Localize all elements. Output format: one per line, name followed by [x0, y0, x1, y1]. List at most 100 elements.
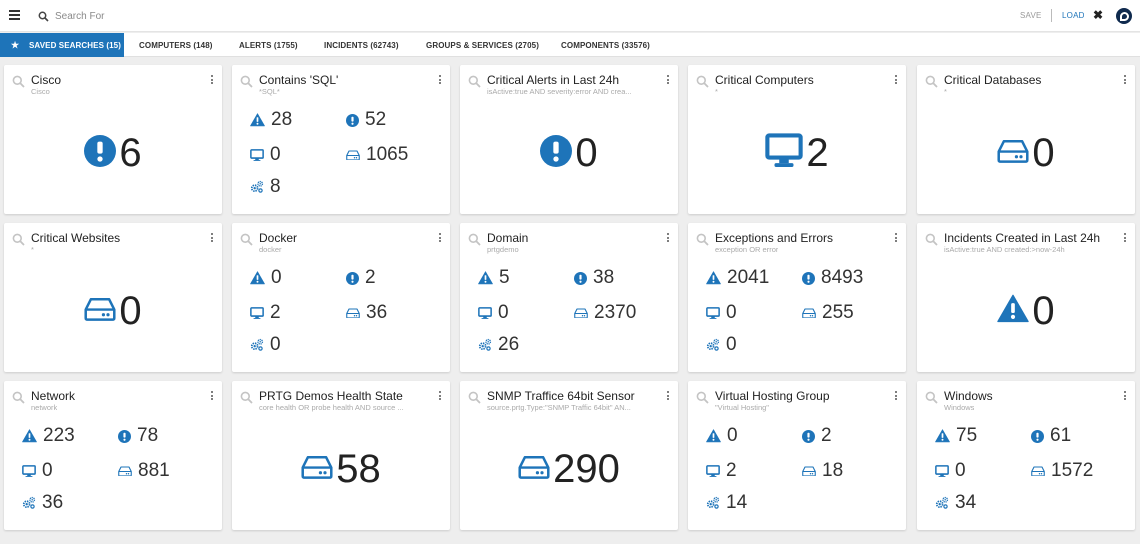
more-options-icon[interactable]: [1124, 391, 1127, 402]
alerts-stat[interactable]: 0: [706, 425, 738, 447]
more-options-icon[interactable]: [667, 75, 670, 86]
close-icon[interactable]: ✖: [1093, 8, 1104, 22]
tab-computers[interactable]: COMPUTERS (148): [139, 41, 213, 50]
alerts-stat[interactable]: 2041: [706, 267, 769, 289]
components-count: 881: [138, 460, 170, 481]
load-button[interactable]: LOAD: [1062, 11, 1085, 20]
incidents-stat[interactable]: 61: [1031, 425, 1071, 447]
components-stat[interactable]: 255: [802, 302, 854, 324]
incidents-count: 38: [593, 267, 615, 288]
alerts-count: 0: [271, 267, 282, 288]
more-options-icon[interactable]: [211, 233, 214, 244]
saved-search-card[interactable]: Cisco Cisco 6: [4, 65, 222, 214]
tab-saved-searches[interactable]: ★ SAVED SEARCHES (15): [0, 33, 124, 57]
menu-icon[interactable]: [9, 10, 20, 20]
alert-circle-icon: [802, 271, 815, 285]
tab-groups-services[interactable]: GROUPS & SERVICES (2705): [426, 41, 539, 50]
warning-triangle-icon: [706, 271, 721, 285]
card-title: Contains 'SQL': [259, 73, 339, 87]
components-stat[interactable]: 2370: [574, 302, 636, 324]
more-options-icon[interactable]: [895, 75, 898, 86]
monitor-icon: [706, 306, 720, 320]
more-options-icon[interactable]: [439, 75, 442, 86]
monitor-icon: [706, 464, 720, 478]
saved-search-card[interactable]: Docker docker 0 2 2 36 0: [232, 223, 450, 372]
saved-search-card[interactable]: Network network 223 78 0 881 36: [4, 381, 222, 530]
components-stat[interactable]: 36: [346, 302, 387, 324]
services-stat[interactable]: 0: [250, 334, 281, 356]
components-stat[interactable]: 881: [118, 460, 170, 482]
warning-triangle-icon: [706, 429, 721, 443]
tab-incidents[interactable]: INCIDENTS (62743): [324, 41, 399, 50]
more-options-icon[interactable]: [667, 233, 670, 244]
save-button[interactable]: SAVE: [1020, 11, 1042, 20]
computers-stat[interactable]: 0: [478, 302, 509, 324]
card-query: Cisco: [31, 87, 50, 96]
more-options-icon[interactable]: [667, 391, 670, 402]
saved-search-card[interactable]: Critical Databases * 0: [917, 65, 1135, 214]
incidents-stat[interactable]: 38: [574, 267, 614, 289]
saved-search-card[interactable]: Exceptions and Errors exception OR error 2…: [688, 223, 906, 372]
card-title: Virtual Hosting Group: [715, 389, 830, 403]
alerts-stat[interactable]: 28: [250, 109, 292, 131]
services-stat[interactable]: 0: [706, 334, 737, 356]
star-icon: ★: [11, 40, 20, 50]
services-stat[interactable]: 34: [935, 492, 976, 514]
card-query: *: [31, 245, 34, 254]
tab-components[interactable]: COMPONENTS (33576): [561, 41, 650, 50]
incidents-stat[interactable]: 2: [346, 267, 376, 289]
saved-search-card[interactable]: Incidents Created in Last 24h isActive:tr…: [917, 223, 1135, 372]
services-stat[interactable]: 14: [706, 492, 747, 514]
incidents-stat[interactable]: 78: [118, 425, 158, 447]
computers-stat[interactable]: 0: [935, 460, 966, 482]
more-options-icon[interactable]: [439, 233, 442, 244]
computers-stat[interactable]: 0: [250, 144, 281, 166]
card-title: Cisco: [31, 73, 62, 87]
components-count: 255: [822, 302, 854, 323]
saved-search-card[interactable]: PRTG Demos Health State core health OR pr…: [232, 381, 450, 530]
alerts-stat[interactable]: 75: [935, 425, 977, 447]
saved-search-card[interactable]: Contains 'SQL' *SQL* 28 52 0 1065 8: [232, 65, 450, 214]
card-query: isActive:true AND created:>now-24h: [944, 245, 1065, 254]
card-query: isActive:true AND severity:error AND cre…: [487, 87, 632, 96]
alerts-stat[interactable]: 223: [22, 425, 75, 447]
more-options-icon[interactable]: [439, 391, 442, 402]
tab-label: SAVED SEARCHES (15): [29, 41, 121, 50]
services-stat[interactable]: 36: [22, 492, 63, 514]
saved-search-card[interactable]: Virtual Hosting Group "Virtual Hosting" 0 2…: [688, 381, 906, 530]
card-title: Critical Websites: [31, 231, 121, 245]
computers-stat[interactable]: 0: [706, 302, 737, 324]
gears-icon: [706, 496, 720, 510]
components-stat[interactable]: 1065: [346, 144, 408, 166]
services-stat[interactable]: 8: [250, 176, 281, 198]
tab-alerts[interactable]: ALERTS (1755): [239, 41, 298, 50]
computers-stat[interactable]: 2: [706, 460, 737, 482]
components-stat[interactable]: 18: [802, 460, 843, 482]
total-count: 0: [575, 131, 598, 175]
saved-search-card[interactable]: Critical Computers * 2: [688, 65, 906, 214]
search-icon: [696, 391, 709, 409]
computers-stat[interactable]: 2: [250, 302, 281, 324]
incidents-stat[interactable]: 8493: [802, 267, 863, 289]
saved-search-card[interactable]: Critical Alerts in Last 24h isActive:true…: [460, 65, 678, 214]
monitor-icon: [935, 464, 949, 478]
computers-stat[interactable]: 0: [22, 460, 53, 482]
more-options-icon[interactable]: [1124, 75, 1127, 86]
alerts-stat[interactable]: 5: [478, 267, 510, 289]
more-options-icon[interactable]: [211, 391, 214, 402]
search-input[interactable]: [55, 8, 555, 24]
saved-search-card[interactable]: SNMP Traffice 64bit Sensor source.prtg.Ty…: [460, 381, 678, 530]
saved-search-card[interactable]: Critical Websites * 0: [4, 223, 222, 372]
services-stat[interactable]: 26: [478, 334, 519, 356]
more-options-icon[interactable]: [895, 233, 898, 244]
more-options-icon[interactable]: [211, 75, 214, 86]
components-stat[interactable]: 1572: [1031, 460, 1093, 482]
more-options-icon[interactable]: [1124, 233, 1127, 244]
warning-triangle-icon: [935, 429, 950, 443]
saved-search-card[interactable]: Windows Windows 75 61 0 1572 34: [917, 381, 1135, 530]
incidents-stat[interactable]: 2: [802, 425, 832, 447]
saved-search-card[interactable]: Domain prtgdemo 5 38 0 2370 26: [460, 223, 678, 372]
more-options-icon[interactable]: [895, 391, 898, 402]
alerts-stat[interactable]: 0: [250, 267, 282, 289]
incidents-stat[interactable]: 52: [346, 109, 386, 131]
